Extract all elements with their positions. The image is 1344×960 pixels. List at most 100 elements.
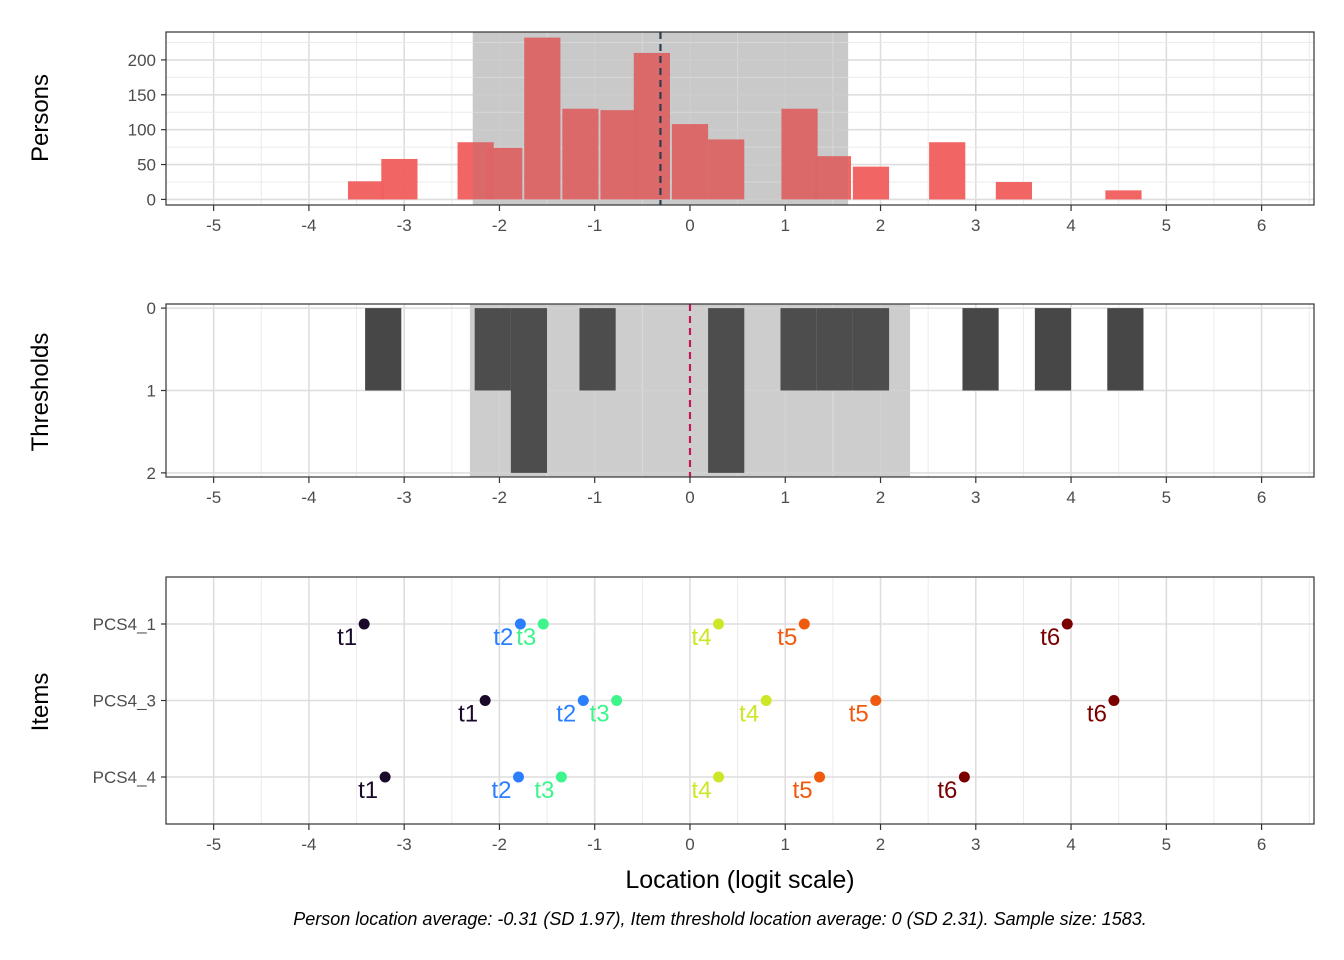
- persons-x-tick-label: 6: [1257, 216, 1266, 235]
- thresholds-bar: [1034, 308, 1072, 391]
- thresholds-x-tick-label: -4: [301, 488, 316, 507]
- threshold-label: t2: [493, 624, 513, 651]
- thresholds-bar: [579, 308, 616, 391]
- persons-y-tick-label: 100: [128, 121, 156, 140]
- threshold-label: t1: [337, 624, 357, 651]
- persons-x-tick-label: -2: [492, 216, 507, 235]
- thresholds-x-tick-label: 4: [1066, 488, 1075, 507]
- threshold-label: t5: [793, 777, 813, 804]
- thresholds-bar: [962, 308, 999, 391]
- persons-panel: 0 50 100 150 200 -5 -4 -3 -2 -1 0 1 2 3 4 5 6 Persons: [27, 31, 1315, 235]
- threshold-label: t6: [1040, 624, 1060, 651]
- persons-bar: [814, 156, 851, 200]
- threshold-point: [760, 695, 772, 706]
- items-x-tick-label: -5: [206, 835, 221, 854]
- threshold-label: t2: [556, 701, 576, 728]
- thresholds-x-tick-label: -5: [206, 488, 221, 507]
- thresholds-x-tick-label: 5: [1162, 488, 1171, 507]
- threshold-point: [798, 618, 810, 630]
- threshold-label: t6: [1087, 701, 1107, 728]
- persons-bar: [524, 37, 561, 200]
- items-x-tick-label: 5: [1162, 835, 1171, 854]
- items-x-tick-label: 2: [876, 835, 885, 854]
- threshold-point: [379, 771, 391, 783]
- threshold-point: [611, 695, 623, 706]
- persons-x-tick-label: 1: [781, 216, 790, 235]
- persons-panel-border: [165, 31, 1315, 206]
- threshold-point: [512, 771, 524, 783]
- persons-x-tick-label: 4: [1066, 216, 1075, 235]
- threshold-label: t4: [692, 624, 712, 651]
- persons-x-tick-label: -5: [206, 216, 221, 235]
- threshold-label: t3: [590, 701, 610, 728]
- thresholds-bar: [1107, 308, 1144, 391]
- thresholds-x-tick-label: 2: [876, 488, 885, 507]
- persons-bar: [1105, 190, 1142, 200]
- thresholds-y-axis-title: Thresholds: [27, 333, 54, 452]
- persons-x-tick-label: 2: [876, 216, 885, 235]
- persons-x-tick-label: 3: [971, 216, 980, 235]
- items-x-tick-label: 0: [685, 835, 694, 854]
- thresholds-x-tick-label: 1: [781, 488, 790, 507]
- thresholds-bar: [816, 308, 853, 391]
- thresholds-x-tick-label: 6: [1257, 488, 1266, 507]
- persons-bar: [486, 147, 523, 200]
- threshold-point: [555, 771, 567, 783]
- persons-bar: [852, 166, 890, 200]
- threshold-label: t1: [358, 777, 378, 804]
- persons-bar: [929, 142, 966, 200]
- threshold-label: t5: [849, 701, 869, 728]
- threshold-point: [537, 618, 549, 630]
- thresholds-x-tick-label: 0: [685, 488, 694, 507]
- x-axis-title: Location (logit scale): [625, 866, 854, 894]
- threshold-point: [514, 618, 526, 630]
- persons-x-tick-label: -1: [587, 216, 602, 235]
- persons-bar: [633, 52, 670, 200]
- persons-y-tick-label: 50: [137, 156, 156, 175]
- items-x-tick-label: -1: [587, 835, 602, 854]
- thresholds-bar: [780, 308, 817, 391]
- thresholds-x-tick-label: -3: [397, 488, 412, 507]
- threshold-point: [1108, 695, 1120, 706]
- persons-bar: [600, 110, 637, 200]
- items-x-tick-label: 4: [1066, 835, 1075, 854]
- item-label: PCS4_3: [93, 692, 156, 711]
- items-x-tick-label: -4: [301, 835, 316, 854]
- thresholds-x-tick-label: -1: [587, 488, 602, 507]
- thresholds-bar: [852, 308, 890, 391]
- threshold-point: [577, 695, 589, 706]
- persons-y-tick-label: 150: [128, 86, 156, 105]
- items-x-tick-label: -2: [492, 835, 507, 854]
- persons-y-axis-title: Persons: [27, 74, 54, 162]
- threshold-point: [713, 618, 725, 630]
- thresholds-y-tick-label: 1: [147, 382, 156, 401]
- thresholds-x-tick-label: 3: [971, 488, 980, 507]
- thresholds-panel: 0 1 2 -5 -4 -3 -2 -1 0 1 2 3 4 5 6 Thresholds: [27, 299, 1315, 507]
- persons-x-tick-label: -4: [301, 216, 316, 235]
- persons-x-tick-label: 5: [1162, 216, 1171, 235]
- items-x-tick-label: 6: [1257, 835, 1266, 854]
- threshold-point: [713, 771, 725, 783]
- persons-y-tick-label: 0: [147, 190, 156, 209]
- threshold-label: t3: [516, 624, 536, 651]
- threshold-point: [870, 695, 882, 706]
- item-label: PCS4_1: [93, 615, 156, 634]
- persons-x-tick-label: -3: [397, 216, 412, 235]
- items-x-tick-label: 1: [781, 835, 790, 854]
- persons-bar: [708, 139, 745, 200]
- threshold-point: [358, 618, 370, 630]
- threshold-label: t1: [458, 701, 478, 728]
- persons-bar: [381, 158, 418, 200]
- items-panel-border: [165, 576, 1315, 825]
- persons-bar: [562, 108, 599, 200]
- threshold-point: [958, 771, 970, 783]
- thresholds-bar: [708, 308, 745, 473]
- threshold-label: t4: [692, 777, 712, 804]
- persons-bar: [671, 124, 709, 200]
- threshold-label: t6: [937, 777, 957, 804]
- figure-caption: Person location average: -0.31 (SD 1.97)…: [293, 909, 1146, 929]
- threshold-label: t3: [534, 777, 554, 804]
- thresholds-y-tick-label: 2: [147, 464, 156, 483]
